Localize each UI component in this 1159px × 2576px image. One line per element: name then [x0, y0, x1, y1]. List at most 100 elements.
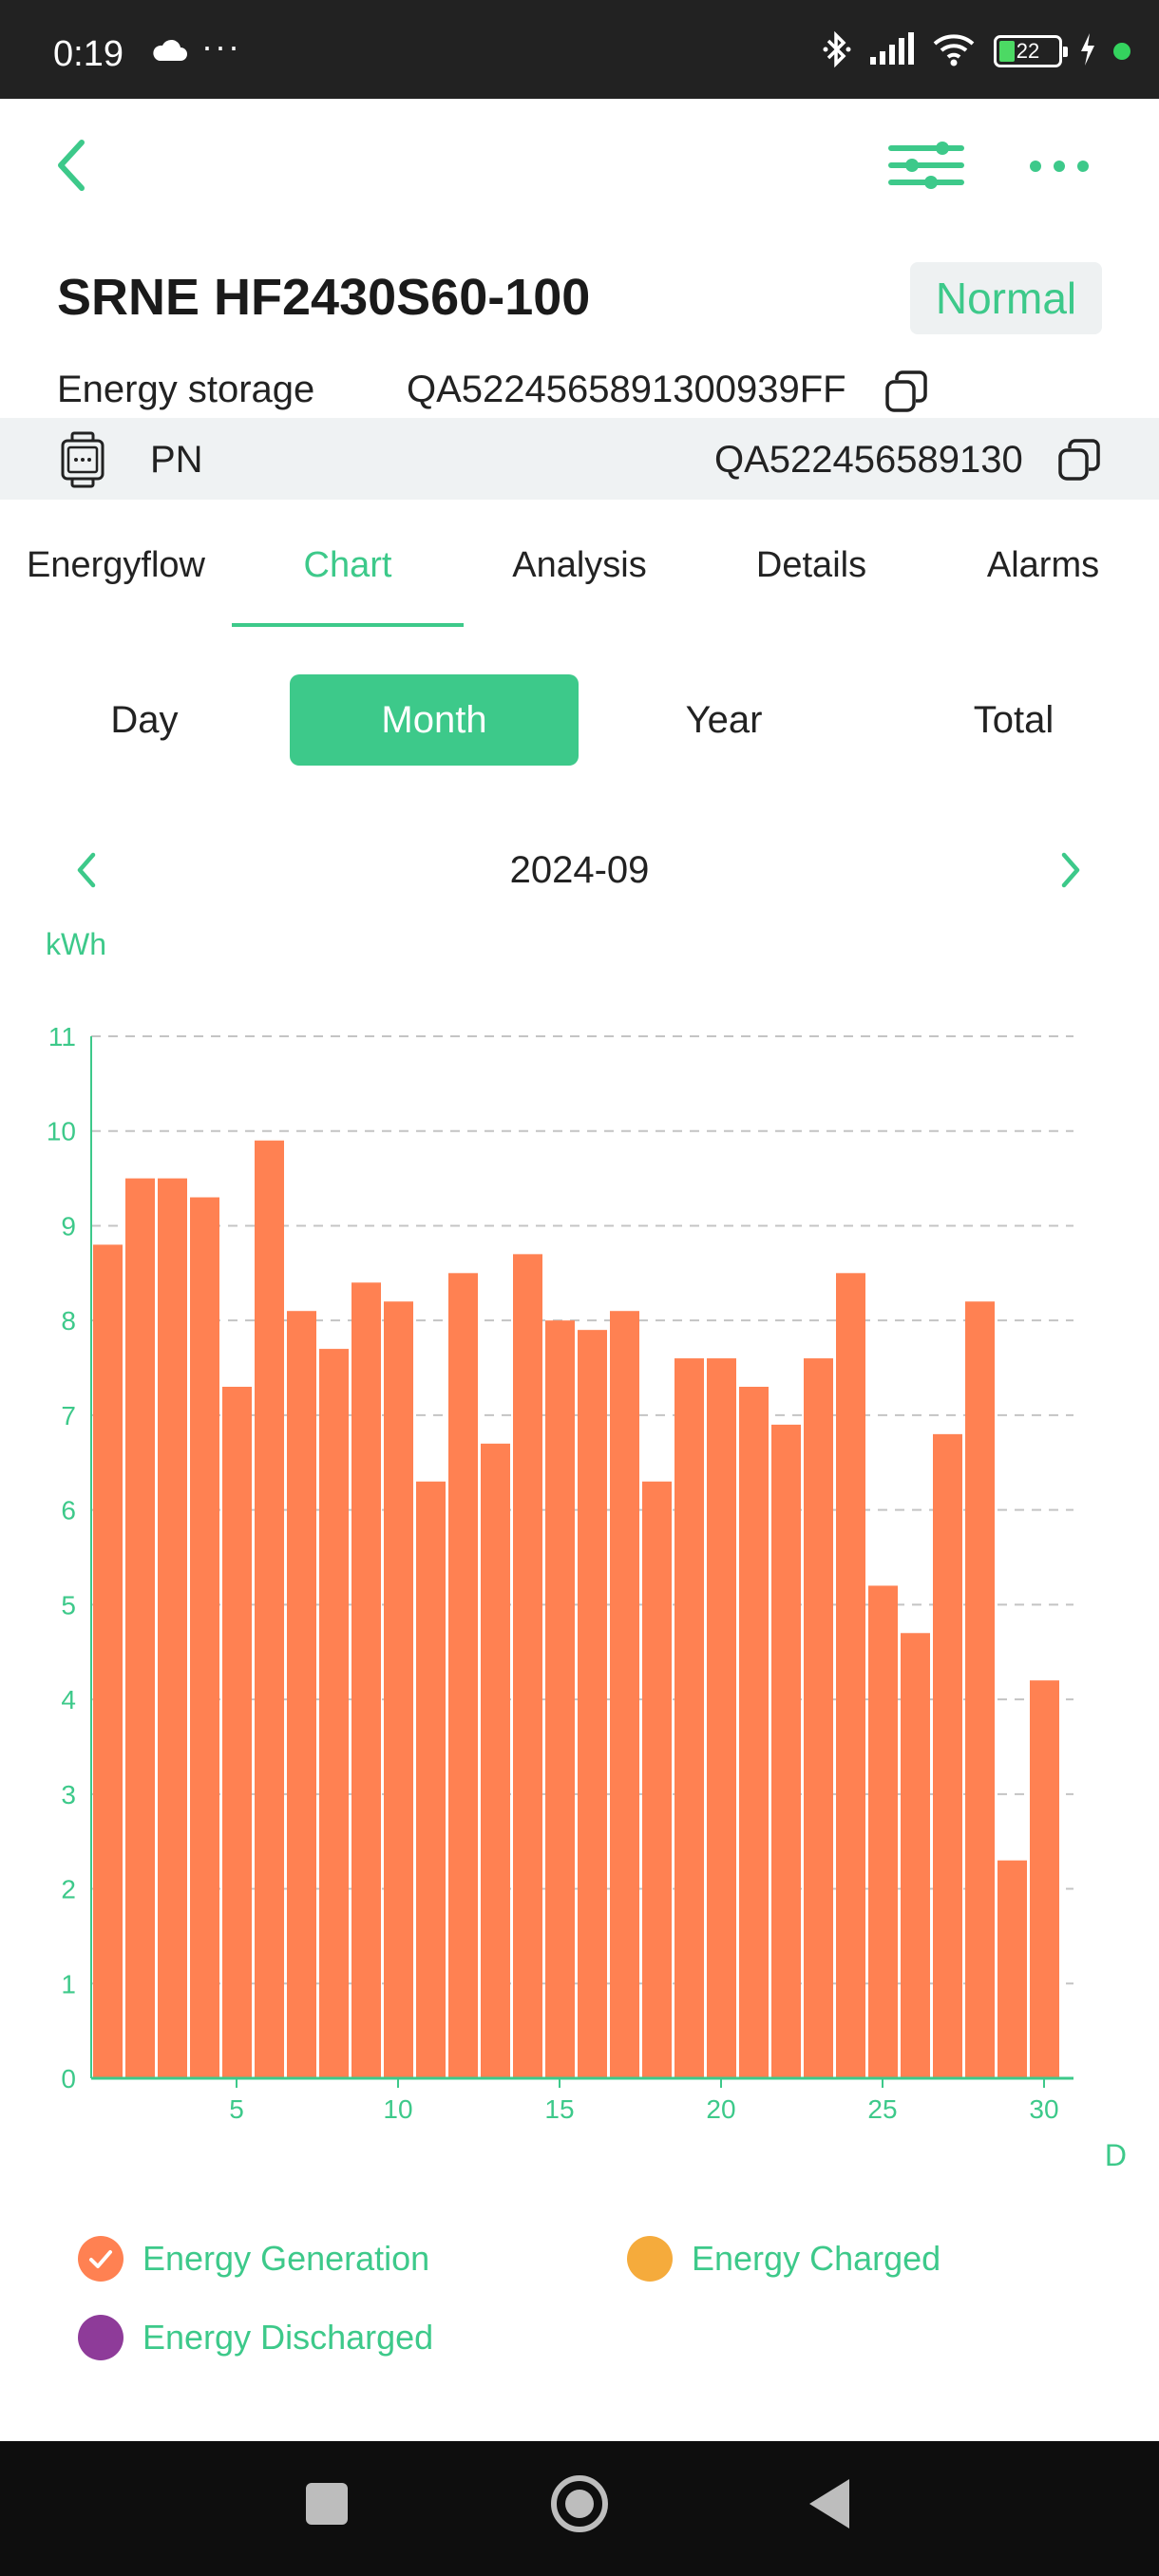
- bar-day-19: [674, 1358, 704, 2078]
- energy-bar-chart: kWh 0 1 2 3 4 5 6 7 8 9 10 11 5 10 15 20 25 30 D: [46, 927, 1127, 2172]
- x-tick-label: 20: [706, 2094, 735, 2124]
- bluetooth-icon: [823, 30, 851, 73]
- y-tick-label: 0: [61, 2064, 76, 2093]
- bar-day-4: [190, 1197, 219, 2078]
- copy-icon[interactable]: [884, 369, 929, 414]
- bar-day-2: [125, 1178, 155, 2078]
- next-month-icon[interactable]: [1051, 847, 1089, 893]
- system-nav-bar: [0, 2441, 1159, 2576]
- back-arrow-icon[interactable]: [48, 131, 104, 199]
- x-tick-label: 5: [229, 2094, 244, 2124]
- period-day-button[interactable]: Day: [110, 699, 179, 741]
- x-tick-label: 10: [383, 2094, 412, 2124]
- tab-analysis[interactable]: Analysis: [512, 545, 647, 585]
- y-tick-label: 3: [61, 1780, 76, 1809]
- filter-sliders-icon[interactable]: [887, 141, 965, 190]
- bar-day-29: [998, 1860, 1027, 2078]
- check-icon: [78, 2236, 124, 2282]
- status-time: 0:19: [53, 34, 124, 74]
- bar-day-20: [707, 1358, 736, 2078]
- bar-day-12: [448, 1273, 478, 2078]
- bar-day-9: [352, 1282, 381, 2078]
- x-tick-label: 30: [1029, 2094, 1058, 2124]
- bar-day-28: [965, 1301, 995, 2078]
- bar-day-25: [868, 1585, 898, 2078]
- bar-day-7: [287, 1311, 316, 2078]
- wifi-icon: [931, 32, 977, 71]
- legend-dot-icon: [78, 2315, 124, 2360]
- bar-day-26: [901, 1633, 930, 2078]
- tab-alarms[interactable]: Alarms: [986, 545, 1100, 585]
- status-icons: 22: [823, 30, 1130, 73]
- y-tick-label: 1: [61, 1969, 76, 1998]
- bar-day-24: [836, 1273, 865, 2078]
- x-tick-label: 25: [867, 2094, 897, 2124]
- bar-day-16: [578, 1330, 607, 2078]
- bar-day-5: [222, 1386, 252, 2078]
- battery-level: 22: [1016, 39, 1040, 63]
- bar-day-27: [933, 1433, 962, 2078]
- y-tick-label: 11: [48, 1022, 76, 1051]
- pn-label: PN: [150, 439, 203, 481]
- legend-energy-charged[interactable]: Energy Charged: [627, 2232, 940, 2285]
- device-serial: QA5224565891300939FF: [407, 369, 846, 410]
- y-tick-label: 4: [61, 1685, 76, 1714]
- tab-bar: Energyflow Chart Analysis Details Alarms: [0, 532, 1159, 627]
- x-axis-label: D: [1105, 2138, 1127, 2172]
- y-tick-label: 8: [61, 1306, 76, 1335]
- home-icon[interactable]: [551, 2475, 608, 2532]
- charging-icon: [1079, 32, 1096, 70]
- legend-energy-generation[interactable]: Energy Generation: [78, 2232, 429, 2285]
- y-tick-label: 5: [61, 1590, 76, 1619]
- active-tab-indicator: [232, 623, 464, 627]
- bar-day-1: [93, 1244, 123, 2078]
- tab-details[interactable]: Details: [755, 545, 867, 585]
- legend-label: Energy Charged: [692, 2239, 941, 2278]
- privacy-dot-icon: [1113, 43, 1130, 60]
- selected-month-label[interactable]: 2024-09: [509, 849, 650, 891]
- more-dots-icon[interactable]: [1026, 150, 1092, 182]
- period-total-button[interactable]: Total: [973, 699, 1054, 741]
- bar-day-23: [804, 1358, 833, 2078]
- legend-energy-discharged[interactable]: Energy Discharged: [78, 2311, 433, 2364]
- tab-energyflow[interactable]: Energyflow: [27, 545, 205, 585]
- y-tick-label: 10: [47, 1117, 76, 1146]
- bar-day-22: [771, 1424, 801, 2078]
- status-badge: Normal: [910, 262, 1102, 334]
- bar-day-13: [481, 1443, 510, 2078]
- period-year-button[interactable]: Year: [685, 699, 763, 741]
- y-axis-label: kWh: [46, 927, 106, 961]
- pn-value: QA522456589130: [714, 439, 1023, 481]
- status-bar: 0:19 ··· 22: [0, 0, 1159, 99]
- legend-label: Energy Generation: [142, 2239, 430, 2278]
- period-month-button[interactable]: Month: [290, 674, 579, 766]
- bar-day-15: [545, 1320, 575, 2078]
- bar-day-10: [384, 1301, 413, 2078]
- legend-dot-icon: [627, 2236, 673, 2282]
- copy-pn-icon[interactable]: [1056, 437, 1102, 483]
- signal-icon: [868, 31, 914, 71]
- bar-day-14: [513, 1254, 542, 2078]
- device-type-label: Energy storage: [57, 369, 315, 410]
- y-tick-label: 9: [61, 1211, 76, 1241]
- status-more-dots: ···: [201, 27, 241, 66]
- bar-day-6: [255, 1140, 284, 2078]
- bar-day-8: [319, 1349, 349, 2078]
- legend-label: Energy Discharged: [142, 2318, 434, 2357]
- tab-chart[interactable]: Chart: [303, 545, 392, 585]
- bar-day-3: [158, 1178, 187, 2078]
- bar-day-30: [1030, 1680, 1059, 2078]
- battery-icon: 22: [994, 35, 1068, 67]
- device-module-icon: [59, 431, 106, 488]
- bar-day-17: [610, 1311, 639, 2078]
- recents-icon[interactable]: [306, 2483, 348, 2525]
- previous-month-icon[interactable]: [68, 847, 106, 893]
- y-tick-label: 2: [61, 1875, 76, 1904]
- device-title: SRNE HF2430S60-100: [57, 269, 591, 326]
- cloud-icon: [150, 38, 188, 67]
- bar-day-21: [739, 1386, 769, 2078]
- y-tick-label: 7: [61, 1401, 76, 1430]
- back-icon[interactable]: [809, 2479, 849, 2529]
- y-tick-label: 6: [61, 1496, 76, 1525]
- x-tick-label: 15: [544, 2094, 574, 2124]
